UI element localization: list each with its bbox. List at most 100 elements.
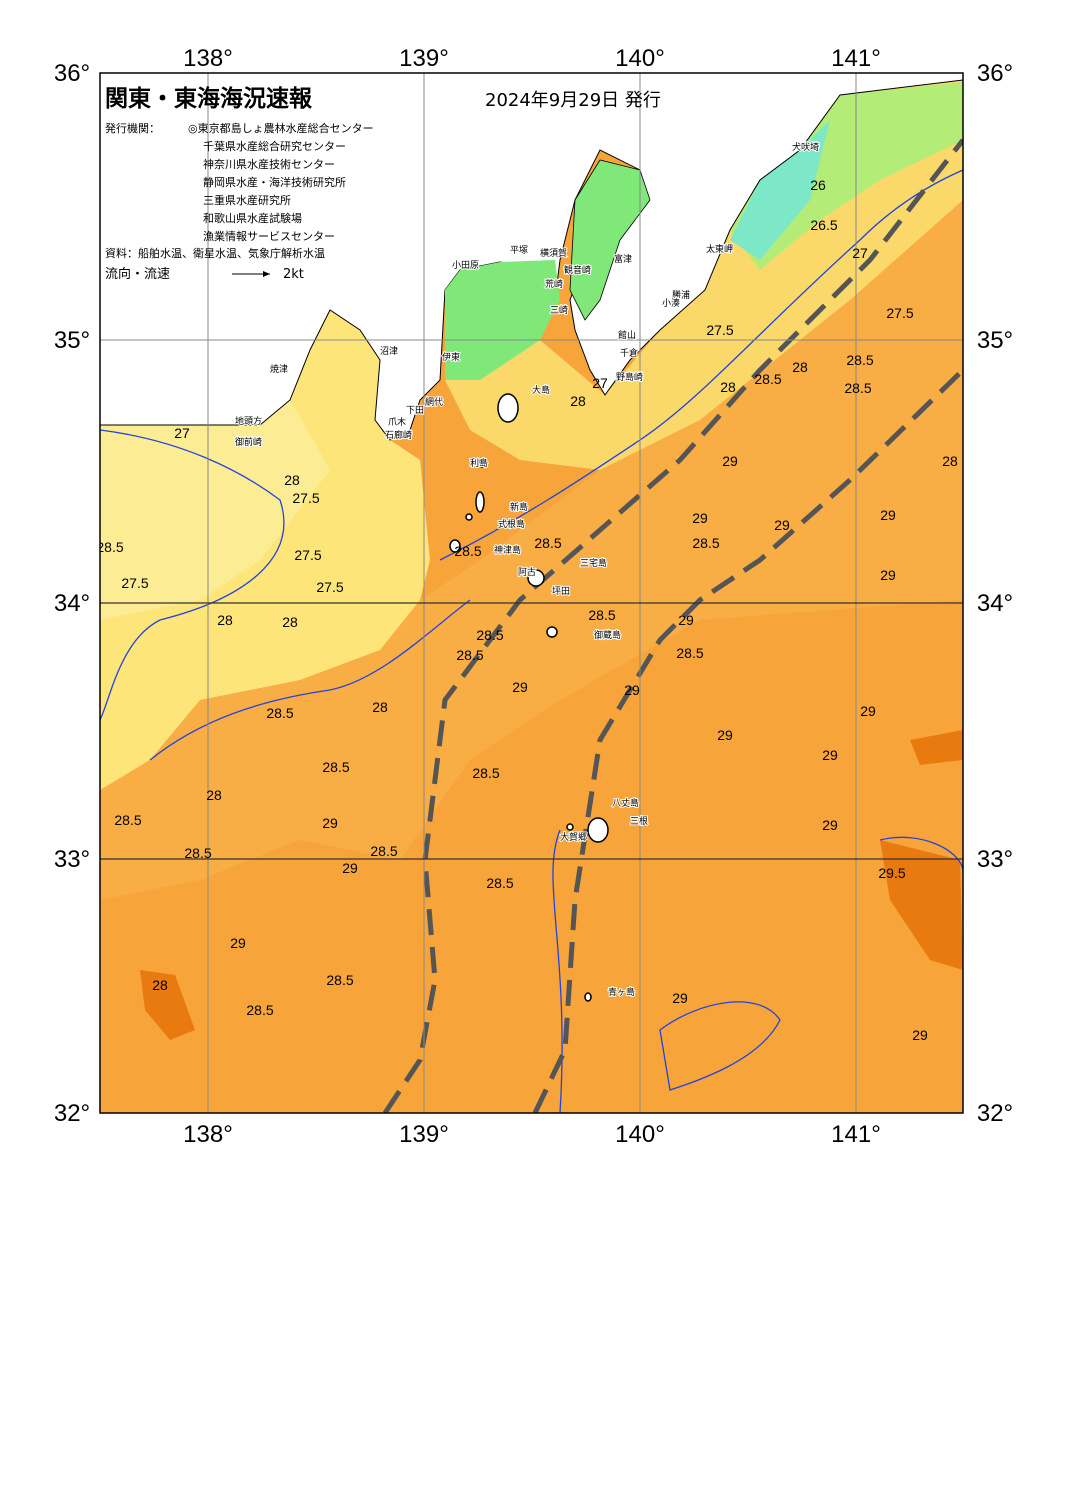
- isotherm-label: 28.5: [588, 607, 615, 623]
- sagami-bay: [445, 260, 560, 380]
- place-name: 三宅島: [580, 557, 607, 569]
- isotherm-label: 29: [322, 815, 338, 831]
- place-name: 石廊崎: [385, 429, 412, 441]
- map-title: 関東・東海海況速報: [105, 85, 313, 112]
- isotherm-label: 27: [852, 245, 868, 261]
- place-name: 犬吠埼: [792, 141, 819, 153]
- isotherm-label: 28: [372, 699, 388, 715]
- place-name: 勝浦: [672, 289, 690, 301]
- place-name: 下田: [406, 405, 424, 416]
- place-name: 大島: [532, 384, 550, 396]
- cold-core: [730, 120, 830, 260]
- legend-label: 流向・流速: [105, 266, 170, 282]
- place-name: 阿古: [518, 566, 536, 578]
- isotherm-label: 27.5: [294, 547, 321, 563]
- isotherm-label: 28.5: [370, 843, 397, 859]
- place-name: 館山: [618, 329, 636, 341]
- place-name: 網代: [425, 396, 443, 408]
- isotherm-label: 28: [720, 379, 736, 395]
- place-name: 地頭方: [235, 415, 262, 427]
- place-name: 千倉: [620, 347, 638, 359]
- lat-label: 33°: [977, 846, 1013, 873]
- isotherm-label: 29: [722, 453, 738, 469]
- isotherm-label: 29: [230, 935, 246, 951]
- place-name: 御蔵島: [594, 629, 621, 641]
- isotherm-label: 28.5: [476, 627, 503, 643]
- place-name: 爪木: [388, 416, 406, 428]
- isotherm-label: 27.5: [316, 579, 343, 595]
- lat-label: 32°: [54, 1100, 90, 1127]
- isotherm-label: 28.5: [266, 705, 293, 721]
- isotherm-label: 29: [880, 507, 896, 523]
- isotherm-label: 28.5: [676, 645, 703, 661]
- isotherms: [100, 169, 963, 1113]
- isotherm-label: 29: [822, 817, 838, 833]
- lat-label: 35°: [977, 327, 1013, 354]
- place-name: 青ヶ島: [608, 986, 635, 998]
- isotherm-label: 29: [822, 747, 838, 763]
- place-name: 小田原: [452, 260, 479, 271]
- isotherm-label: 29: [692, 510, 708, 526]
- place-name: 横須賀: [540, 247, 567, 259]
- place-name: 平塚: [510, 245, 528, 256]
- place-name: 坪田: [552, 586, 570, 597]
- agency: ◎東京都島しょ農林水産総合センター: [188, 121, 374, 135]
- isotherm-label: 29: [774, 517, 790, 533]
- tokyo-bay: [569, 159, 651, 321]
- map-frame: [99, 72, 964, 1114]
- isotherm-label: 28: [792, 359, 808, 375]
- isotherm-label: 28: [570, 393, 586, 409]
- lon-label: 141°: [831, 45, 881, 72]
- agency: 神奈川県水産技術センター: [203, 157, 335, 171]
- isotherm-label: 29: [624, 682, 640, 698]
- agency: 和歌山県水産試験場: [203, 211, 302, 225]
- isotherm-label: 28.5: [456, 647, 483, 663]
- place-name: 大賀郷: [560, 831, 587, 843]
- lat-label: 32°: [977, 1100, 1013, 1127]
- hot-area: [880, 840, 963, 970]
- graticule: [100, 73, 963, 1113]
- isotherm-label: 28: [942, 453, 958, 469]
- isotherm-label: 28.5: [534, 535, 561, 551]
- isotherm-label: 28: [217, 612, 233, 628]
- place-name: 三崎: [550, 304, 568, 316]
- isotherm-label: 29: [717, 727, 733, 743]
- islands: [449, 393, 609, 1002]
- lon-label: 138°: [183, 45, 233, 72]
- lon-label: 141°: [831, 1121, 881, 1148]
- lon-label: 140°: [615, 1121, 665, 1148]
- place-name: 焼津: [270, 364, 288, 375]
- lat-label: 33°: [54, 846, 90, 873]
- agency-label: 発行機関：: [105, 121, 160, 135]
- agency: 静岡県水産・海洋技術研究所: [203, 175, 346, 189]
- lat-label: 34°: [977, 590, 1013, 617]
- isotherm-label: 28.5: [96, 539, 123, 555]
- issue-date: 2024年9月29日 発行: [485, 90, 661, 111]
- isotherm-label: 26.5: [810, 217, 837, 233]
- place-name: 新島: [510, 501, 528, 513]
- lat-label: 34°: [54, 590, 90, 617]
- place-name: 三根: [630, 815, 648, 827]
- isotherm-label: 28.5: [846, 352, 873, 368]
- lat-label: 36°: [54, 60, 90, 87]
- isotherm-label: 29: [342, 860, 358, 876]
- isotherm-label: 29: [912, 1027, 928, 1043]
- place-name: 富津: [614, 253, 632, 265]
- place-name: 小湊: [662, 297, 680, 309]
- agency: 千葉県水産総合研究センター: [203, 139, 346, 153]
- isotherm-label: 28: [152, 977, 168, 993]
- place-name: 荒崎: [545, 278, 563, 290]
- isotherm-label: 28.5: [114, 812, 141, 828]
- lat-label: 36°: [977, 60, 1013, 87]
- isotherm-label: 28.5: [754, 371, 781, 387]
- isotherm-label: 28: [206, 787, 222, 803]
- legend-arrowhead: [263, 271, 270, 277]
- lon-label: 139°: [399, 45, 449, 72]
- kuroshio-axis: [382, 138, 963, 1113]
- isotherm-label: 29: [678, 612, 694, 628]
- isotherm-label: 27.5: [886, 305, 913, 321]
- place-name: 利島: [470, 457, 488, 469]
- place-name: 八丈島: [612, 797, 639, 809]
